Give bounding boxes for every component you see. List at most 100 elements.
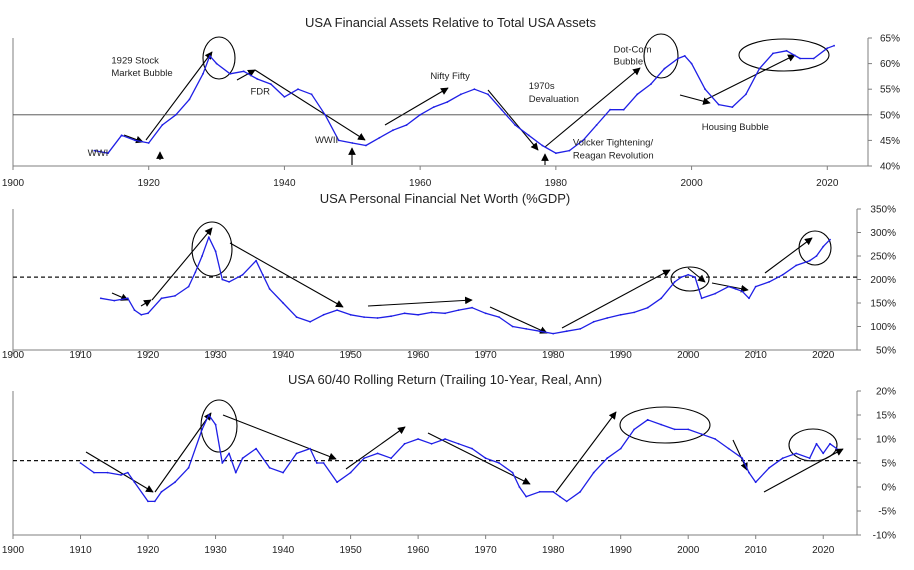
data-point xyxy=(538,490,541,493)
data-point xyxy=(256,78,259,80)
data-point xyxy=(552,490,555,493)
data-point xyxy=(349,313,352,316)
data-point xyxy=(484,457,487,460)
data-point xyxy=(215,62,218,65)
y-tick-label: 200% xyxy=(870,275,896,286)
data-point xyxy=(785,49,788,52)
data-point xyxy=(322,313,325,316)
x-tick-label: 1930 xyxy=(204,350,227,361)
data-point xyxy=(457,442,460,445)
data-point xyxy=(660,423,663,426)
data-point xyxy=(619,313,622,316)
data-point xyxy=(484,312,487,315)
x-tick-label: 2010 xyxy=(745,545,768,556)
y-tick-label: 40% xyxy=(880,162,900,173)
x-tick-label: 2010 xyxy=(745,350,768,361)
data-point xyxy=(241,457,244,460)
data-point xyxy=(390,457,392,460)
data-point xyxy=(140,313,143,316)
data-point xyxy=(376,317,379,319)
y-tick-label: 150% xyxy=(870,299,896,310)
data-point xyxy=(471,306,473,309)
data-point xyxy=(282,302,284,304)
data-point xyxy=(187,285,190,288)
data-point xyxy=(378,136,381,139)
data-point xyxy=(432,106,435,108)
annotation-label: Volcker Tightening/ xyxy=(573,138,654,149)
highlight-circle xyxy=(200,399,238,453)
data-point xyxy=(518,486,521,488)
data-point xyxy=(113,299,116,302)
trend-arrow xyxy=(384,87,449,126)
data-point xyxy=(242,70,245,73)
data-point xyxy=(772,52,774,55)
trend-arrow xyxy=(555,411,617,493)
y-tick-label: 60% xyxy=(880,59,900,70)
data-point xyxy=(829,442,831,445)
data-point xyxy=(595,124,598,126)
x-tick-label: 2000 xyxy=(677,545,700,556)
data-point xyxy=(229,72,232,75)
data-point xyxy=(592,320,595,323)
data-point xyxy=(207,414,210,416)
highlight-circle xyxy=(202,36,236,80)
data-point xyxy=(187,466,190,469)
x-tick-label: 1980 xyxy=(542,545,565,556)
data-point xyxy=(799,57,801,60)
x-tick-label: 1910 xyxy=(69,350,92,361)
data-point xyxy=(234,471,237,474)
data-point xyxy=(79,462,82,464)
annotation-label: 1970s xyxy=(529,81,555,92)
data-point xyxy=(188,98,191,101)
x-tick-label: 2020 xyxy=(812,350,835,361)
trend-arrow xyxy=(679,94,711,105)
data-point xyxy=(636,93,639,96)
data-point xyxy=(795,452,798,455)
y-tick-label: 50% xyxy=(880,110,900,121)
x-tick-label: 1940 xyxy=(272,545,295,556)
annotation-label: Market Bubble xyxy=(111,68,172,79)
data-point xyxy=(419,113,421,116)
data-point xyxy=(714,292,717,295)
data-point xyxy=(147,500,149,503)
data-point xyxy=(745,93,747,96)
data-point xyxy=(568,149,571,152)
data-point xyxy=(322,462,325,464)
data-point xyxy=(309,320,311,323)
y-tick-label: 55% xyxy=(880,85,900,96)
y-tick-label: 20% xyxy=(876,387,896,398)
data-point xyxy=(208,55,211,57)
x-tick-label: 1950 xyxy=(339,350,362,361)
data-point xyxy=(741,457,744,460)
data-point xyxy=(336,309,338,311)
data-point xyxy=(295,316,298,318)
data-point xyxy=(417,313,419,316)
data-point xyxy=(107,152,109,155)
data-point xyxy=(133,309,136,311)
data-point xyxy=(606,457,609,460)
x-tick-label: 1970 xyxy=(475,350,498,361)
data-point xyxy=(376,452,379,455)
annotation-layer xyxy=(85,33,844,493)
data-point xyxy=(268,466,271,469)
trend-arrow xyxy=(764,237,813,274)
trend-arrow xyxy=(367,296,473,307)
data-point xyxy=(815,255,818,257)
data-point xyxy=(363,457,365,460)
trend-arrow xyxy=(236,69,256,81)
x-tick-label: 1940 xyxy=(273,178,296,189)
highlight-circle xyxy=(191,221,233,277)
data-point xyxy=(221,462,224,464)
data-point xyxy=(741,290,744,293)
data-point xyxy=(337,139,340,142)
data-point xyxy=(565,330,568,333)
data-point xyxy=(555,152,557,155)
data-point xyxy=(324,113,326,116)
data-point xyxy=(511,325,514,328)
y-tick-label: 50% xyxy=(876,346,896,357)
data-point xyxy=(405,124,408,126)
data-point xyxy=(727,285,730,288)
data-point xyxy=(758,67,761,70)
data-point xyxy=(202,72,204,75)
data-point xyxy=(768,281,771,283)
